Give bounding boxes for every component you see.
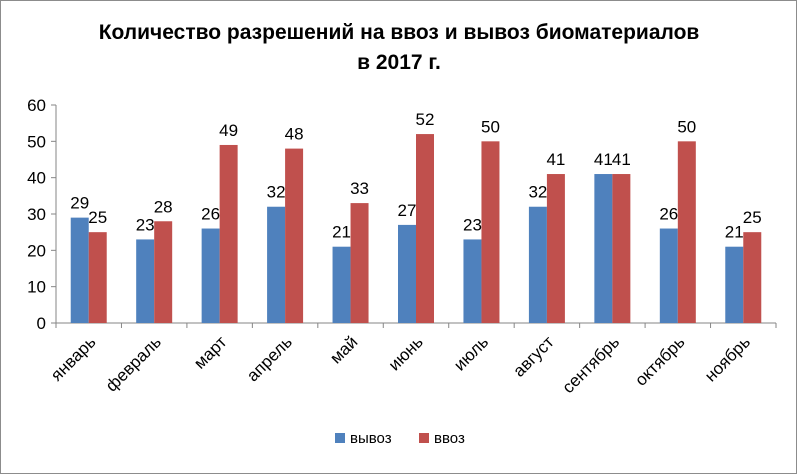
bar-import (285, 148, 304, 323)
x-category-label: январь (47, 332, 100, 385)
y-tick-label: 30 (27, 205, 46, 224)
x-category-label: август (509, 332, 557, 380)
x-category-label: апрель (243, 332, 296, 385)
y-tick-label: 60 (27, 96, 46, 115)
data-label: 25 (88, 208, 107, 227)
bar-import (154, 221, 173, 323)
bar-export (267, 206, 286, 323)
data-label: 41 (594, 150, 613, 169)
data-label: 27 (398, 201, 417, 220)
data-label: 33 (350, 179, 369, 198)
y-tick-label: 50 (27, 132, 46, 151)
data-label: 41 (546, 150, 565, 169)
bar-export (528, 206, 547, 323)
bar-export (136, 239, 155, 323)
legend-swatch (419, 433, 429, 443)
bar-export (332, 246, 351, 323)
legend-swatch (335, 433, 345, 443)
bar-import (219, 144, 238, 323)
chart-subtitle: в 2017 г. (357, 51, 441, 74)
x-category-label: ноябрь (701, 332, 754, 385)
bar-export (725, 246, 744, 323)
legend: вывоз ввоз (335, 430, 465, 447)
x-category-label: март (190, 332, 230, 372)
data-label: 32 (528, 183, 547, 202)
data-label: 49 (219, 121, 238, 140)
data-label: 48 (285, 125, 304, 144)
x-category-label: июль (450, 332, 492, 374)
x-category-label: май (326, 332, 361, 367)
bar-import (677, 141, 696, 323)
data-label: 23 (463, 215, 482, 234)
y-tick-label: 40 (27, 169, 46, 188)
bar-import (546, 174, 565, 323)
bar-import (88, 232, 107, 323)
bar-import (416, 134, 434, 323)
data-label: 28 (154, 197, 173, 216)
data-label: 21 (332, 223, 351, 242)
data-label: 32 (267, 183, 286, 202)
bar-import (350, 203, 369, 323)
bar-export (201, 228, 220, 323)
legend-label: вывоз (350, 430, 392, 447)
data-label: 52 (416, 110, 435, 129)
bar-export (659, 228, 678, 323)
bar-import (743, 232, 762, 323)
bar-export (463, 239, 482, 323)
data-label: 25 (743, 208, 762, 227)
x-category-label: октябрь (631, 332, 688, 389)
data-label: 29 (70, 194, 89, 213)
data-label: 26 (201, 205, 220, 224)
bar-export (594, 174, 613, 323)
data-label: 50 (677, 117, 696, 136)
chart-title: Количество разрешений на ввоз и вывоз би… (99, 21, 700, 44)
y-tick-label: 10 (27, 278, 46, 297)
x-category-label: июнь (385, 332, 427, 374)
y-tick-label: 0 (37, 314, 46, 333)
bar-import (612, 174, 631, 323)
data-label: 41 (612, 150, 631, 169)
bar-import (481, 141, 500, 323)
data-label: 26 (659, 205, 678, 224)
legend-label: ввоз (434, 430, 465, 447)
data-label: 21 (725, 223, 744, 242)
bar-export (398, 224, 416, 323)
bars (70, 134, 762, 323)
x-category-label: сентябрь (559, 332, 624, 397)
data-label: 50 (481, 117, 500, 136)
data-label: 23 (136, 215, 155, 234)
y-tick-label: 20 (27, 241, 46, 260)
x-category-label: февраль (102, 332, 165, 395)
bar-export (70, 217, 89, 323)
